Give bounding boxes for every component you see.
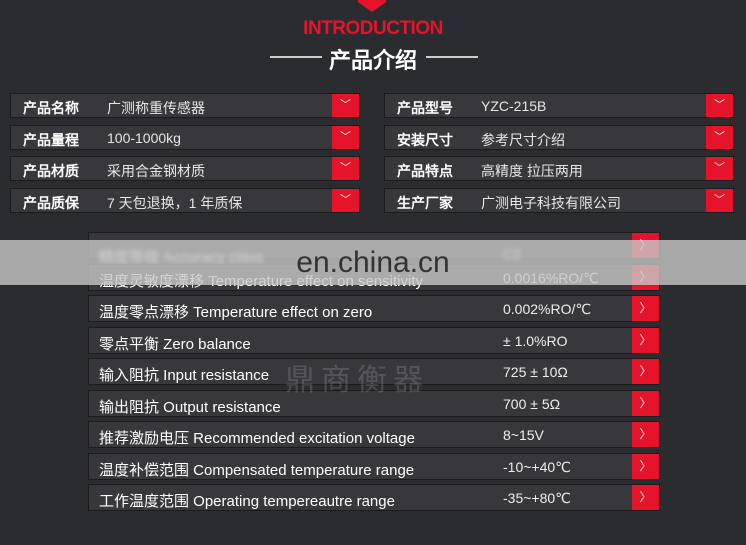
info-label: 生产厂家: [397, 194, 453, 211]
divider: [270, 56, 322, 58]
chevron-down-icon[interactable]: ﹀: [332, 125, 359, 149]
spec-row: 推荐激励电压 Recommended excitation voltage 8~1…: [88, 421, 660, 448]
spec-value: ± 1.0%RO: [503, 332, 568, 349]
spec-row: 工作温度范围 Operating tempereautre range -35~+…: [88, 484, 660, 511]
spec-label: 工作温度范围 Operating tempereautre range: [99, 493, 395, 510]
watermark-logo: 鼎商衡器: [285, 363, 429, 398]
info-value: 广测称重传感器: [107, 100, 205, 116]
chevron-down-icon[interactable]: ﹀: [332, 188, 359, 212]
spec-label: 输入阻抗 Input resistance: [99, 367, 270, 384]
product-info-row: 产品型号 YZC-215B ﹀: [384, 93, 734, 118]
chevron-right-icon[interactable]: 〉: [632, 296, 659, 321]
info-label: 产品型号: [397, 100, 453, 116]
chevron-down-icon[interactable]: ﹀: [706, 157, 733, 180]
spec-row: 输入阻抗 Input resistance 725 ± 10Ω 〉: [88, 358, 660, 385]
info-value: 参考尺寸介绍: [481, 131, 565, 148]
info-label: 产品量程: [23, 131, 79, 148]
info-label: 产品材质: [23, 163, 79, 179]
chevron-right-icon[interactable]: 〉: [632, 327, 659, 353]
spec-row: 零点平衡 Zero balance ± 1.0%RO 〉: [88, 326, 660, 354]
chevron-right-icon[interactable]: 〉: [632, 485, 659, 510]
chevron-down-icon[interactable]: ﹀: [706, 188, 733, 212]
spec-value: 700 ± 5Ω: [503, 395, 561, 412]
spec-label: 输出阻抗 Output resistance: [99, 398, 281, 416]
spec-value: -10~+40℃: [503, 458, 571, 475]
info-label: 产品质保: [23, 194, 79, 211]
chevron-right-icon[interactable]: 〉: [632, 390, 659, 416]
info-value: 采用合金钢材质: [107, 163, 205, 179]
info-value: 广测电子科技有限公司: [481, 194, 621, 211]
watermark-banner: en.china.cn: [0, 240, 746, 285]
chevron-right-icon[interactable]: 〉: [632, 359, 659, 384]
spec-row: 输出阻抗 Output resistance 700 ± 5Ω 〉: [88, 389, 660, 417]
chevron-right-icon[interactable]: 〉: [632, 453, 659, 479]
product-info-row: 产品量程 100-1000kg ﹀: [10, 124, 360, 150]
info-value: 高精度 拉压两用: [481, 163, 583, 179]
product-info-row: 产品名称 广测称重传感器 ﹀: [10, 93, 360, 118]
info-value: 7 天包退换，1 年质保: [107, 194, 243, 211]
chevron-down-icon[interactable]: ﹀: [332, 94, 359, 117]
product-info-row: 产品材质 采用合金钢材质 ﹀: [10, 156, 360, 181]
chevron-down-icon[interactable]: ﹀: [332, 157, 359, 180]
product-info-row: 产品特点 高精度 拉压两用 ﹀: [384, 156, 734, 181]
info-label: 产品名称: [23, 100, 79, 116]
spec-value: 725 ± 10Ω: [503, 364, 568, 380]
page-title: 产品介绍: [328, 48, 417, 73]
spec-label: 温度补偿范围 Compensated temperature range: [99, 461, 415, 479]
info-label: 安装尺寸: [397, 131, 453, 148]
spec-row: 温度零点漂移 Temperature effect on zero 0.002%R…: [88, 295, 660, 322]
product-info-row: 生产厂家 广测电子科技有限公司 ﹀: [384, 187, 734, 213]
heart-icon: [358, 0, 386, 12]
info-label: 产品特点: [397, 163, 453, 179]
spec-label: 推荐激励电压 Recommended excitation voltage: [99, 430, 415, 447]
info-value: YZC-215B: [481, 98, 547, 114]
chevron-down-icon[interactable]: ﹀: [706, 125, 733, 149]
spec-row: 温度补偿范围 Compensated temperature range -10~…: [88, 452, 660, 480]
divider: [426, 56, 478, 58]
spec-label: 零点平衡 Zero balance: [99, 335, 251, 353]
chevron-down-icon[interactable]: ﹀: [706, 94, 733, 117]
spec-label: 温度零点漂移 Temperature effect on zero: [99, 304, 373, 321]
intro-heading: INTRODUCTION: [303, 18, 443, 39]
spec-value: -35~+80℃: [503, 490, 571, 506]
chevron-right-icon[interactable]: 〉: [632, 422, 659, 447]
product-info-row: 安装尺寸 参考尺寸介绍 ﹀: [384, 124, 734, 150]
product-info-row: 产品质保 7 天包退换，1 年质保 ﹀: [10, 187, 360, 213]
spec-value: 8~15V: [503, 427, 544, 443]
info-value: 100-1000kg: [107, 129, 181, 146]
spec-value: 0.002%RO/℃: [503, 301, 592, 317]
